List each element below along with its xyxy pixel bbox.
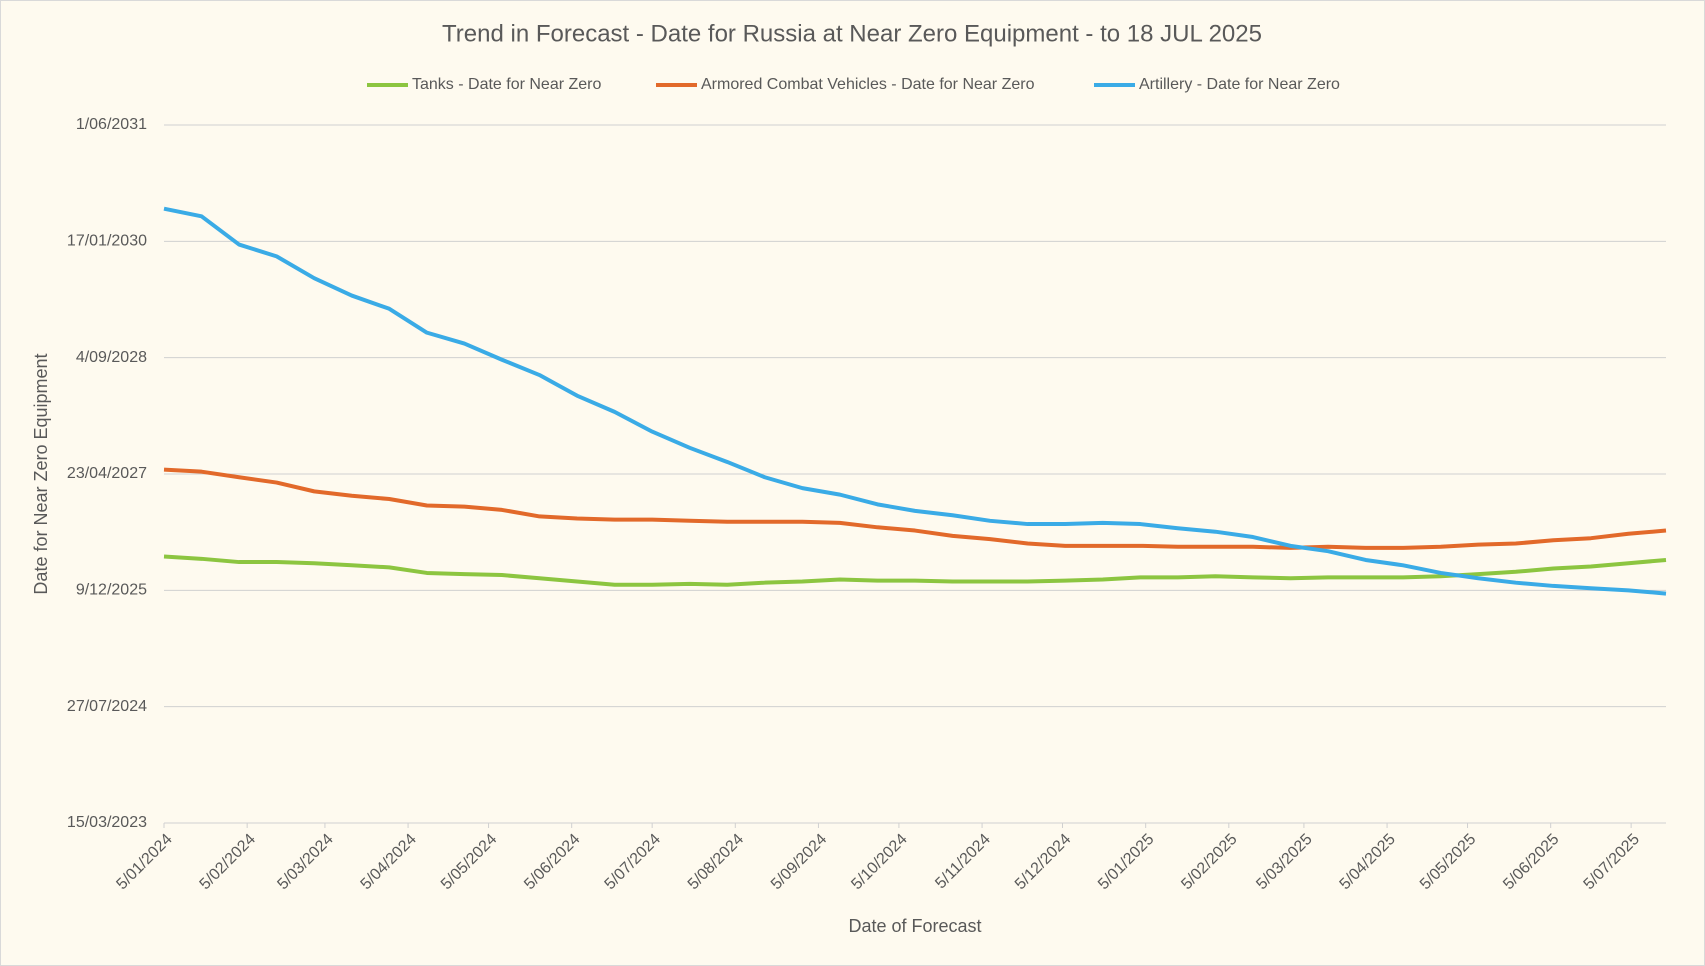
y-tick-label: 23/04/2027 [67,465,147,482]
legend-label: Artillery - Date for Near Zero [1139,76,1340,93]
x-axis-title: Date of Forecast [848,916,981,936]
y-tick-label: 17/01/2030 [67,233,147,250]
y-axis-title: Date for Near Zero Equipment [31,353,51,594]
y-tick-label: 9/12/2025 [76,582,147,599]
y-tick-label: 4/09/2028 [76,349,147,366]
legend-label: Armored Combat Vehicles - Date for Near … [701,76,1035,93]
legend-label: Tanks - Date for Near Zero [412,76,602,93]
chart-title: Trend in Forecast - Date for Russia at N… [442,20,1262,47]
series-line [163,467,1667,550]
y-tick-label: 27/07/2024 [67,698,147,715]
series-line [163,554,1667,587]
series-line [163,206,1667,596]
y-tick-label: 1/06/2031 [76,116,147,133]
y-tick-label: 15/03/2023 [67,814,147,831]
